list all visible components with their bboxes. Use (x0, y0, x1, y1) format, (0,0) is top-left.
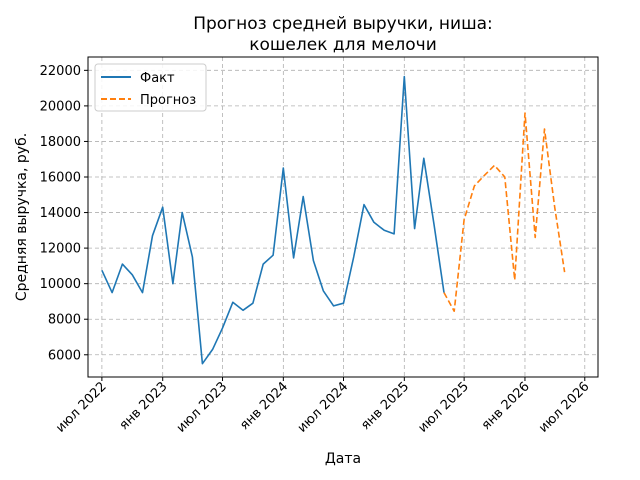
x-tick-label: июл 2025 (415, 379, 472, 436)
x-tick-label: янв 2025 (358, 379, 412, 433)
y-axis: 6000 8000 10000 12000 14000 16000 18000 20000 22… (40, 64, 88, 363)
x-tick-label: янв 2023 (117, 379, 171, 433)
y-tick-label: 10000 (40, 277, 81, 292)
y-tick-label: 16000 (40, 171, 81, 186)
x-tick-label: июл 2024 (295, 379, 352, 436)
legend: Факт Прогноз (94, 63, 207, 112)
x-tick-label: июл 2026 (536, 379, 593, 436)
series-line-fact (101, 75, 445, 365)
y-tick-label: 8000 (48, 313, 81, 328)
y-tick-label: 22000 (40, 64, 81, 79)
series-line-forecast (443, 112, 566, 313)
x-axis-label: Дата (325, 451, 361, 467)
y-tick-label: 14000 (40, 206, 81, 221)
chart-title-line1: Прогноз средней выручки, ниша: (193, 14, 493, 34)
y-tick-label: 12000 (40, 242, 81, 257)
x-tick-label: янв 2026 (479, 379, 533, 433)
x-tick-label: июл 2023 (174, 379, 231, 436)
y-tick-label: 18000 (40, 135, 81, 150)
legend-label-forecast: Прогноз (140, 93, 196, 108)
x-axis: июл 2022 янв 2023 июл 2023 янв 2024 июл 2024… (53, 377, 593, 436)
x-tick-label: янв 2024 (237, 379, 291, 433)
x-tick-label: июл 2022 (53, 379, 110, 436)
y-tick-label: 6000 (48, 348, 81, 363)
series-lines (101, 75, 566, 365)
y-axis-label: Средняя выручка, руб. (14, 133, 30, 301)
legend-label-fact: Факт (140, 71, 175, 86)
y-tick-label: 20000 (40, 99, 81, 114)
chart-title-line2: кошелек для мелочи (249, 35, 437, 55)
